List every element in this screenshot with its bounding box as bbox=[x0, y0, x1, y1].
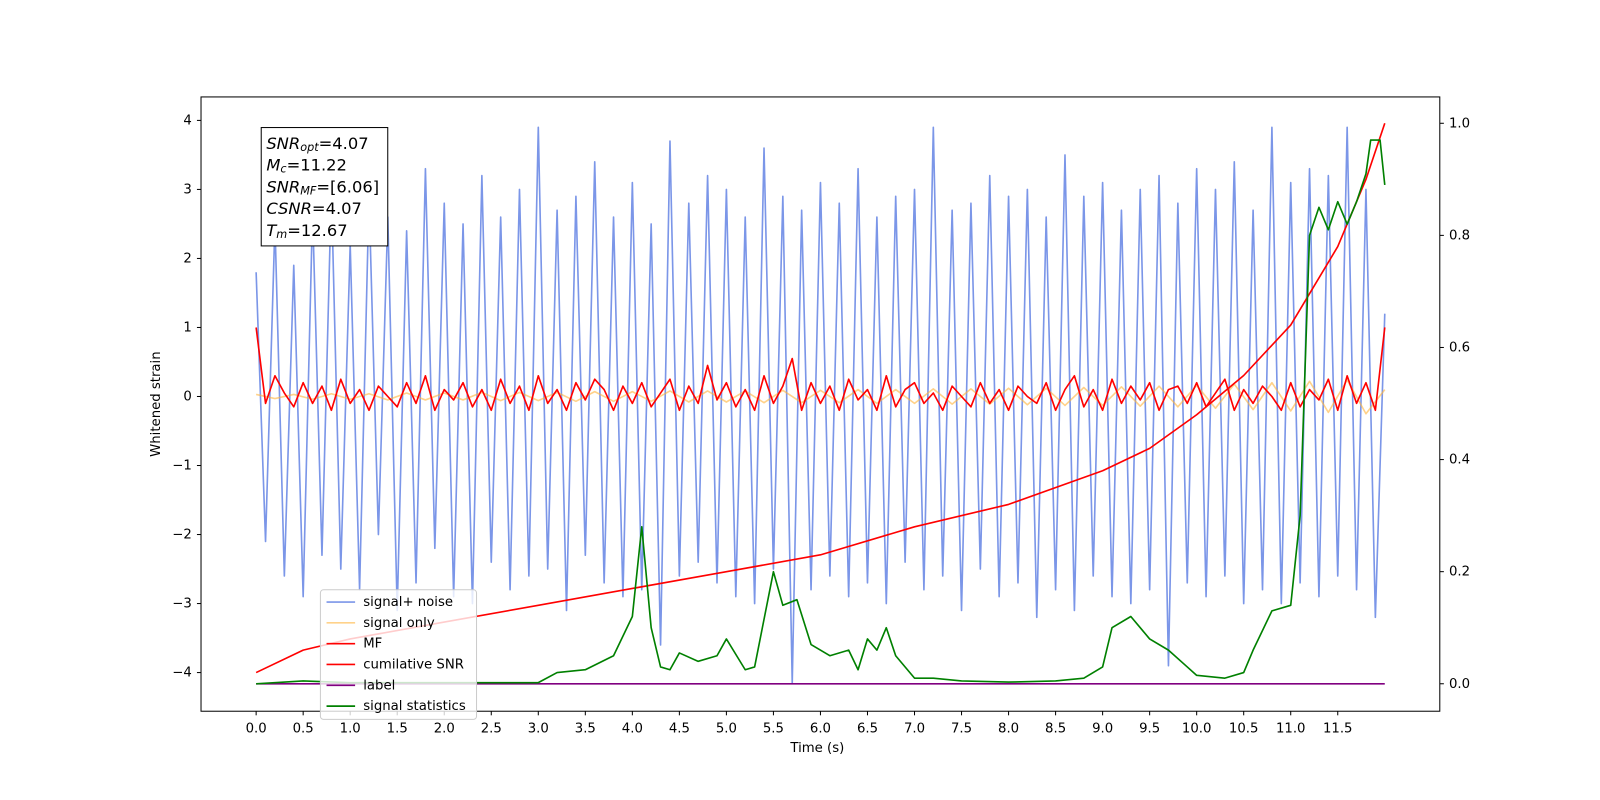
annotation-value: =4.07 bbox=[319, 133, 369, 152]
x-tick-label: 0.0 bbox=[246, 722, 267, 737]
annotation: SNRMF=[6.06] bbox=[266, 177, 379, 198]
y2-tick-label: 0.2 bbox=[1449, 565, 1470, 580]
y-tick-label: 4 bbox=[183, 113, 191, 128]
x-tick-label: 2.5 bbox=[481, 722, 502, 737]
legend-label: signal only bbox=[363, 616, 435, 631]
x-axis-label: Time (s) bbox=[789, 741, 844, 756]
legend-label: label bbox=[363, 678, 395, 693]
annotation-value: =4.07 bbox=[312, 199, 362, 218]
x-tick-label: 0.5 bbox=[293, 722, 314, 737]
x-tick-label: 2.0 bbox=[434, 722, 455, 737]
y2-tick-label: 0.0 bbox=[1449, 677, 1470, 692]
annotation-subscript: MF bbox=[300, 184, 317, 197]
annotation: Tm=12.67 bbox=[266, 220, 347, 241]
annotation: SNRopt=4.07 bbox=[266, 133, 368, 154]
y-tick-label: −3 bbox=[172, 597, 192, 612]
annotation-symbol: CSNR bbox=[266, 199, 312, 218]
annotation-symbol: SNR bbox=[266, 177, 300, 196]
y-tick-label: −2 bbox=[172, 528, 192, 543]
annotation-frame bbox=[260, 127, 389, 247]
legend-label: signal+ noise bbox=[363, 595, 453, 610]
annotation-symbol: T bbox=[266, 220, 278, 239]
y2-tick-label: 0.8 bbox=[1449, 228, 1470, 243]
y-tick-label: 1 bbox=[183, 320, 191, 335]
series-line bbox=[255, 327, 1386, 412]
y-tick-label: 2 bbox=[183, 251, 191, 266]
y-tick-label: 0 bbox=[183, 389, 191, 404]
annotation-value: =11.22 bbox=[287, 155, 347, 174]
x-tick-label: 5.0 bbox=[716, 722, 737, 737]
annotation-subscript: m bbox=[276, 228, 287, 241]
y-tick-label: −1 bbox=[172, 459, 192, 474]
annotation-symbol: M bbox=[266, 155, 280, 174]
y2-tick-label: 0.6 bbox=[1449, 340, 1470, 355]
legend-frame bbox=[319, 589, 478, 720]
annotation: Mc=11.22 bbox=[266, 155, 347, 176]
y2-tick-label: 0.4 bbox=[1449, 453, 1470, 468]
x-tick-label: 1.5 bbox=[387, 722, 408, 737]
legend: signal+ noise signal only MF cumilative SNR… bbox=[319, 589, 478, 720]
legend-label: MF bbox=[363, 637, 382, 652]
annotation: CSNR=4.07 bbox=[266, 199, 362, 218]
annotation-box: SNRopt=4.07Mc=11.22SNRMF=[6.06]CSNR=4.07… bbox=[260, 127, 389, 247]
x-tick-label: 3.5 bbox=[575, 722, 596, 737]
x-tick-label: 4.5 bbox=[669, 722, 690, 737]
x-tick-label: 8.0 bbox=[998, 722, 1019, 737]
x-tick-label: 10.0 bbox=[1182, 722, 1212, 737]
x-tick-label: 8.5 bbox=[1045, 722, 1066, 737]
x-tick-label: 7.0 bbox=[904, 722, 925, 737]
series-line bbox=[256, 139, 1386, 685]
y2-tick-label: 1.0 bbox=[1449, 116, 1470, 131]
y-axis-label: Whitened strain bbox=[149, 351, 164, 456]
x-tick-label: 6.5 bbox=[857, 722, 878, 737]
y-tick-label: 3 bbox=[183, 182, 191, 197]
x-tick-label: 4.0 bbox=[622, 722, 643, 737]
x-tick-label: 3.0 bbox=[528, 722, 549, 737]
series-line bbox=[255, 379, 1386, 415]
y-tick-label: −4 bbox=[172, 666, 192, 681]
x-tick-label: 1.0 bbox=[340, 722, 361, 737]
annotation-value: =[6.06] bbox=[316, 177, 379, 196]
x-tick-label: 5.5 bbox=[763, 722, 784, 737]
annotation-subscript: opt bbox=[300, 141, 319, 154]
x-tick-label: 11.0 bbox=[1276, 722, 1306, 737]
x-tick-label: 7.5 bbox=[951, 722, 972, 737]
legend-label: cumilative SNR bbox=[363, 657, 464, 672]
annotation-subscript: c bbox=[280, 163, 287, 176]
x-tick-label: 9.0 bbox=[1092, 722, 1113, 737]
series-line bbox=[255, 126, 1386, 684]
annotation-symbol: SNR bbox=[266, 133, 300, 152]
x-tick-label: 9.5 bbox=[1139, 722, 1160, 737]
x-tick-label: 10.5 bbox=[1229, 722, 1259, 737]
annotation-value: =12.67 bbox=[287, 220, 347, 239]
x-tick-label: 11.5 bbox=[1323, 722, 1353, 737]
x-tick-label: 6.0 bbox=[810, 722, 831, 737]
legend-label: signal statistics bbox=[363, 699, 466, 714]
